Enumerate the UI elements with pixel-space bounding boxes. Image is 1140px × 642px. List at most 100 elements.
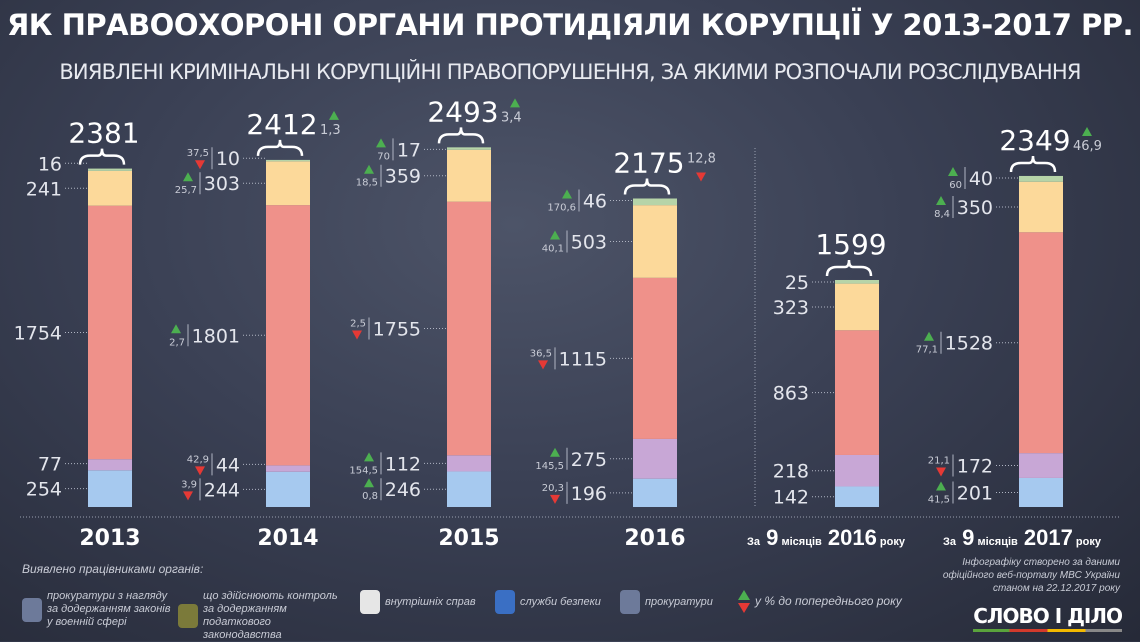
up-triangle-icon xyxy=(171,324,181,334)
change-value: 170,6 xyxy=(547,202,576,213)
segment-value: 1115 xyxy=(559,348,607,370)
up-triangle-icon xyxy=(924,331,934,341)
segment-value: 17 xyxy=(397,139,421,161)
segment-value: 142 xyxy=(773,487,809,509)
bar-total: 2349 xyxy=(999,124,1070,157)
segment-value: 40 xyxy=(969,168,993,190)
tax-police-emblem-icon xyxy=(178,604,198,628)
segment-value: 16 xyxy=(38,153,62,175)
change-value: 2,7 xyxy=(169,337,185,348)
legend-item-military-prosecutor: прокуратури з нагляду за додержанням зак… xyxy=(22,590,172,629)
bar-segment-purple xyxy=(633,438,677,479)
bar-total: 2381 xyxy=(68,117,139,150)
bar-total: 2175 xyxy=(613,146,684,179)
page-subtitle: ВИЯВЛЕНІ КРИМІНАЛЬНІ КОРУПЦІЙНІ ПРАВОПОР… xyxy=(59,60,1081,84)
segment-value: 112 xyxy=(385,453,421,475)
change-value: 145,5 xyxy=(535,461,564,472)
change-value: 36,5 xyxy=(530,348,552,359)
down-triangle-icon xyxy=(936,467,946,477)
down-triangle-icon xyxy=(538,360,548,370)
down-triangle-icon xyxy=(550,494,560,504)
segment-value: 77 xyxy=(38,454,62,476)
change-value: 21,1 xyxy=(928,456,950,467)
down-triangle-icon xyxy=(352,330,362,340)
bar-segment-red xyxy=(266,205,310,466)
source-note: Інфографіку створено за даними офіційног… xyxy=(942,557,1120,594)
change-value: 20,3 xyxy=(542,483,564,494)
page-title: ЯК ПРАВООХОРОНІ ОРГАНИ ПРОТИДІЯЛИ КОРУПЦ… xyxy=(6,8,1134,42)
down-triangle-icon xyxy=(183,491,193,501)
legend-heading: Виявлено працівниками органів: xyxy=(22,562,204,576)
category-prefix: За xyxy=(943,536,957,548)
change-value: 37,5 xyxy=(187,148,209,159)
segment-value: 1755 xyxy=(373,318,421,340)
change-value: 60 xyxy=(949,180,962,191)
bar-segment-green xyxy=(88,168,132,171)
segment-value: 201 xyxy=(957,482,993,504)
change-value: 154,5 xyxy=(349,465,378,476)
segment-value: 503 xyxy=(571,231,607,253)
brace xyxy=(437,127,485,144)
segment-value: 359 xyxy=(385,166,421,188)
total-change: 12,8 xyxy=(687,151,716,166)
bar-segment-yellow xyxy=(266,161,310,206)
up-triangle-icon xyxy=(183,172,193,182)
legend-item-police: внутрішніх справ xyxy=(360,590,476,614)
up-triangle-icon xyxy=(562,189,572,199)
legend-item-change: у % до попереднього року xyxy=(738,590,902,613)
bar-segment-red xyxy=(633,277,677,439)
category-suffix: року xyxy=(1073,536,1102,548)
bar-segment-yellow xyxy=(633,205,677,278)
bar-segment-blue xyxy=(266,471,310,507)
segment-value: 44 xyxy=(216,454,240,476)
total-change: 1,3 xyxy=(320,123,341,138)
change-value: 18,5 xyxy=(356,178,378,189)
change-value: 3,9 xyxy=(181,479,197,490)
bar-segment-blue xyxy=(88,470,132,507)
segment-value: 246 xyxy=(385,479,421,501)
bar-segment-blue xyxy=(1019,477,1063,507)
segment-value: 241 xyxy=(26,178,62,200)
legend-item-sbu: служби безпеки xyxy=(495,590,601,614)
bar-segment-red xyxy=(88,205,132,460)
segment-value: 218 xyxy=(773,461,809,483)
bar-segment-purple xyxy=(1019,453,1063,478)
segment-value: 172 xyxy=(957,456,993,478)
up-triangle-icon xyxy=(550,447,560,457)
bar-segment-green xyxy=(633,198,677,206)
down-triangle-icon xyxy=(696,172,706,182)
segment-value: 196 xyxy=(571,483,607,505)
segment-value: 46 xyxy=(583,190,607,212)
bar-segment-purple xyxy=(835,454,879,487)
bar-segment-purple xyxy=(447,455,491,472)
brace xyxy=(1009,155,1057,173)
segment-value: 275 xyxy=(571,449,607,471)
bar-segment-blue xyxy=(835,486,879,507)
bar-segment-yellow xyxy=(88,170,132,206)
bar-segment-red xyxy=(447,201,491,456)
category-label: 2016 xyxy=(624,526,685,551)
bar-segment-red xyxy=(1019,232,1063,454)
change-value: 25,7 xyxy=(175,185,197,196)
segment-value: 303 xyxy=(204,173,240,195)
category-label: 2013 xyxy=(79,526,140,551)
legend-item-tax-police: що здійснюють контроль за додержанням по… xyxy=(178,590,348,642)
total-change: 3,4 xyxy=(501,110,522,125)
segment-value: 10 xyxy=(216,148,240,170)
bar-segment-green xyxy=(835,279,879,284)
bar-segment-purple xyxy=(266,465,310,472)
sbu-emblem-icon xyxy=(495,590,515,614)
bar-segment-yellow xyxy=(1019,181,1063,233)
segment-value: 1528 xyxy=(945,333,993,355)
change-value: 70 xyxy=(377,151,390,162)
segment-value: 1801 xyxy=(192,325,240,347)
bar-segment-blue xyxy=(447,471,491,507)
up-triangle-icon xyxy=(550,230,560,240)
segment-value: 350 xyxy=(957,197,993,219)
up-triangle-icon xyxy=(948,166,958,176)
up-triangle-icon xyxy=(936,481,946,491)
category-label: 2016 xyxy=(822,525,877,550)
up-triangle-icon xyxy=(936,196,946,206)
segment-value: 1754 xyxy=(14,322,62,344)
bar-segment-green xyxy=(1019,175,1063,182)
